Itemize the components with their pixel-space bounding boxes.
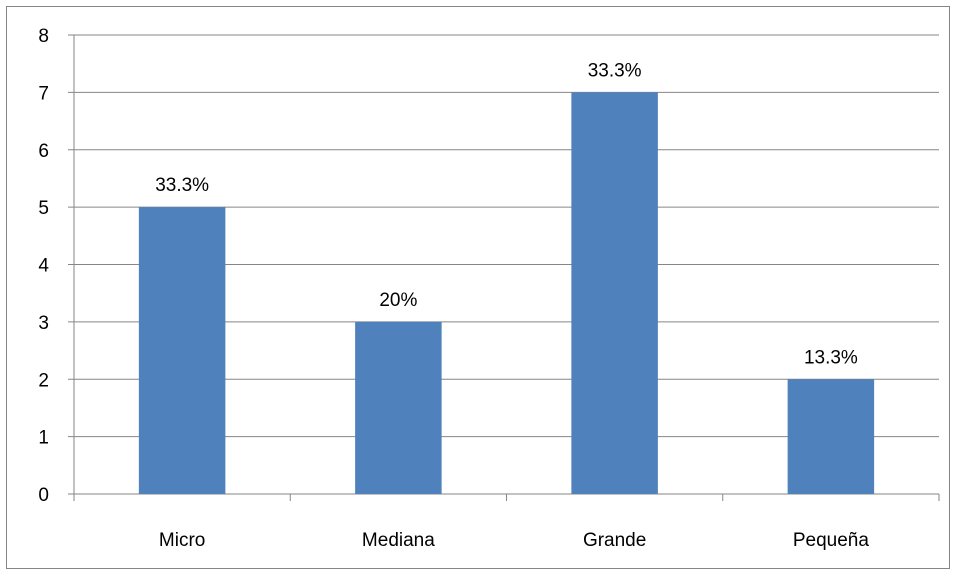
x-category-label: Pequeña bbox=[793, 530, 870, 551]
data-labels: 33.3% 20% 33.3% 13.3% bbox=[155, 60, 858, 368]
bar-pequeña bbox=[787, 379, 875, 494]
y-tick-label: 2 bbox=[38, 370, 49, 391]
y-tick-label: 5 bbox=[38, 198, 49, 219]
y-axis-ticks: 0 1 2 3 4 5 6 7 8 bbox=[38, 26, 74, 506]
bar-grande bbox=[571, 92, 658, 494]
x-axis-labels: Micro Mediana Grande Pequeña bbox=[159, 530, 869, 551]
data-label: 13.3% bbox=[804, 347, 858, 368]
y-tick-label: 3 bbox=[38, 313, 49, 334]
bar-mediana bbox=[355, 321, 442, 494]
x-category-label: Mediana bbox=[362, 530, 435, 551]
y-tick-label: 4 bbox=[38, 256, 49, 277]
x-category-label: Micro bbox=[159, 530, 205, 551]
y-tick-label: 6 bbox=[38, 141, 49, 162]
x-category-label: Grande bbox=[583, 530, 646, 551]
bars bbox=[138, 92, 875, 494]
bar-micro bbox=[138, 207, 226, 494]
y-tick-label: 7 bbox=[38, 83, 49, 104]
data-label: 20% bbox=[379, 290, 417, 311]
data-label: 33.3% bbox=[588, 60, 642, 81]
y-tick-label: 1 bbox=[38, 428, 49, 449]
y-tick-label: 0 bbox=[38, 485, 49, 506]
y-tick-label: 8 bbox=[38, 26, 49, 47]
data-label: 33.3% bbox=[155, 175, 209, 196]
